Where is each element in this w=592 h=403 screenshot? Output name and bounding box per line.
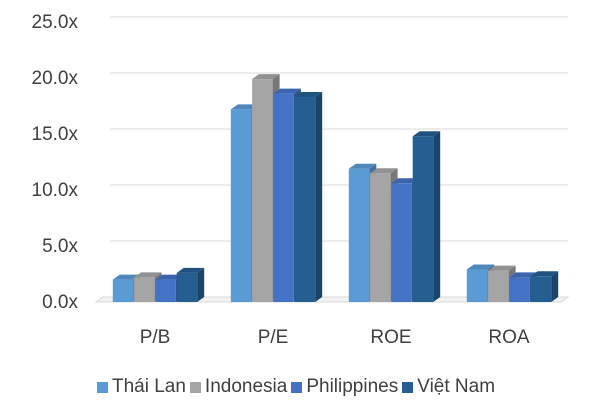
legend-label: Indonesia	[204, 376, 288, 397]
legend-label: Philippines	[306, 376, 399, 397]
gridlines	[94, 16, 570, 303]
y-tick-label: 0.0x	[42, 292, 78, 313]
y-tick-label: 15.0x	[32, 124, 79, 145]
legend-item: Thái Lan	[96, 376, 186, 398]
y-axis: 0.0x 5.0x 10.0x 15.0x 20.0x 25.0x	[32, 12, 79, 313]
bar	[176, 267, 205, 302]
legend-label: Việt Nam	[417, 376, 496, 397]
legend: Thái Lan Indonesia Philippines Việt Nam	[0, 372, 592, 402]
x-axis: P/B P/E ROE ROA	[140, 327, 530, 348]
bar	[412, 131, 441, 302]
y-tick-label: 25.0x	[32, 12, 79, 33]
legend-item: Indonesia	[189, 376, 288, 398]
x-category-label: P/E	[258, 327, 289, 348]
bar	[530, 271, 559, 302]
y-tick-label: 20.0x	[32, 68, 79, 89]
legend-item: Việt Nam	[402, 376, 495, 398]
legend-swatch	[291, 381, 303, 393]
x-category-label: P/B	[140, 327, 171, 348]
legend-item: Philippines	[291, 376, 398, 398]
bar	[294, 92, 323, 302]
legend-swatch	[189, 381, 201, 393]
x-category-label: ROA	[488, 327, 530, 348]
bars	[112, 74, 559, 303]
bar-chart: 0.0x 5.0x 10.0x 15.0x 20.0x 25.0x P/B P/E ROE RO…	[32, 12, 570, 348]
legend-label: Thái Lan	[111, 376, 186, 397]
legend-swatch	[402, 381, 414, 393]
y-tick-label: 10.0x	[32, 180, 79, 201]
y-tick-label: 5.0x	[42, 236, 78, 257]
x-category-label: ROE	[370, 327, 411, 348]
legend-swatch	[96, 381, 108, 393]
